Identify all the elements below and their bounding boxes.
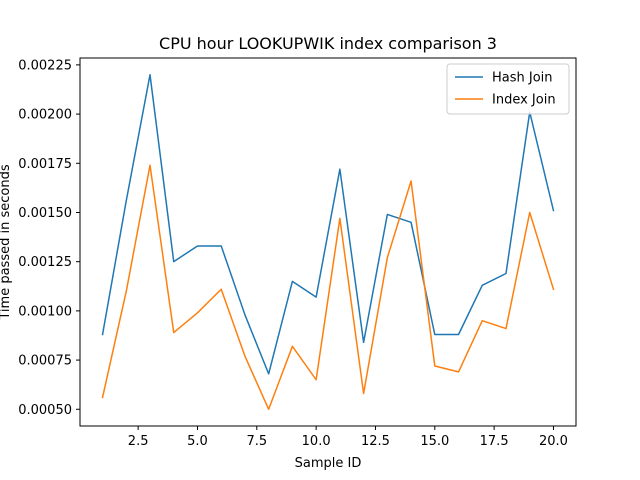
x-axis-label: Sample ID <box>295 456 362 471</box>
x-tick-label: 15.0 <box>420 434 449 449</box>
plot-area <box>101 73 555 411</box>
x-tick-label: 5.0 <box>187 434 208 449</box>
x-tick-label: 12.5 <box>361 434 390 449</box>
x-axis: 2.5 5.0 7.5 10.0 12.5 15.0 17.5 20.0 <box>128 426 568 449</box>
y-axis: 0.00050 0.00075 0.00100 0.00125 0.00150 0.001… <box>18 58 80 418</box>
legend: Hash Join Index Join <box>446 63 570 115</box>
y-tick-label: 0.00125 <box>18 255 72 270</box>
y-tick-label: 0.00225 <box>18 58 72 73</box>
series-line-1 <box>101 164 555 411</box>
y-tick-label: 0.00175 <box>18 157 72 172</box>
legend-label-0: Hash Join <box>492 71 553 86</box>
x-tick-label: 20.0 <box>539 434 568 449</box>
axes-frame <box>79 57 577 427</box>
legend-label-1: Index Join <box>492 93 556 108</box>
y-tick-label: 0.00075 <box>18 354 72 369</box>
x-tick-label: 17.5 <box>480 434 509 449</box>
y-tick-label: 0.00100 <box>18 304 72 319</box>
x-tick-label: 2.5 <box>128 434 149 449</box>
y-tick-label: 0.00150 <box>18 206 72 221</box>
y-tick-label: 0.00200 <box>18 108 72 123</box>
y-axis-label: Time passed in seconds <box>0 164 13 320</box>
y-tick-label: 0.00050 <box>18 403 72 418</box>
x-tick-label: 7.5 <box>246 434 267 449</box>
series-line-0 <box>101 73 555 375</box>
chart-title: CPU hour LOOKUPWIK index comparison 3 <box>159 34 497 53</box>
x-tick-label: 10.0 <box>302 434 331 449</box>
